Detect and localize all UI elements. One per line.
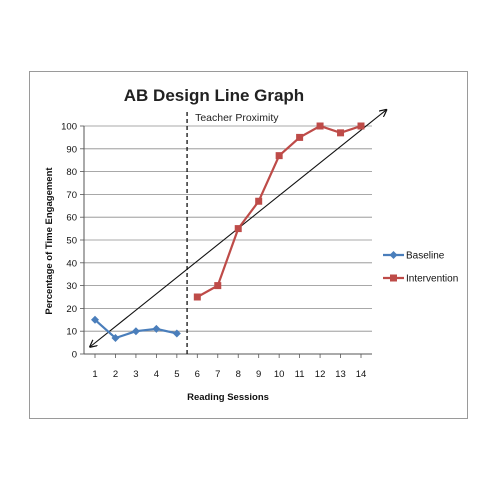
y-tick-label: 20	[66, 304, 77, 315]
data-point	[357, 122, 365, 130]
x-tick-label: 2	[113, 369, 118, 380]
x-tick-label: 10	[274, 369, 285, 380]
legend-marker	[390, 274, 397, 282]
data-point	[234, 225, 242, 233]
y-tick-label: 80	[66, 167, 77, 178]
legend-item: Intervention	[383, 274, 458, 285]
x-tick-label: 11	[295, 369, 305, 380]
data-point	[131, 327, 140, 336]
data-point	[296, 133, 304, 141]
series-baseline	[91, 315, 181, 343]
y-tick-label: 10	[66, 327, 77, 338]
x-tick-label: 13	[335, 369, 346, 380]
y-tick-label: 90	[66, 144, 77, 155]
data-point	[152, 324, 161, 333]
legend-label: Baseline	[406, 251, 445, 262]
data-point	[91, 315, 99, 324]
y-axis-label: Percentage of Time Engagement	[44, 167, 55, 315]
y-tick-label: 0	[72, 350, 77, 361]
y-tick-labels: 0 10 20 30 40 50 60 70 80 90 100	[61, 122, 77, 361]
y-tick-label: 70	[66, 190, 77, 201]
x-tick-label: 7	[215, 369, 220, 380]
chart-title: AB Design Line Graph	[124, 86, 304, 105]
x-tick-label: 1	[92, 369, 97, 380]
x-tick-label: 14	[356, 369, 367, 380]
x-axis-label: Reading Sessions	[187, 392, 269, 403]
y-tick-label: 100	[61, 122, 77, 133]
y-tick-label: 40	[66, 258, 77, 269]
data-point	[214, 282, 222, 290]
phase-label: Teacher Proximity	[195, 112, 279, 124]
data-point	[172, 329, 181, 338]
x-tick-label: 6	[195, 369, 200, 380]
data-point	[275, 152, 283, 160]
data-point	[337, 129, 345, 137]
legend: Baseline Intervention	[383, 251, 458, 285]
data-point	[316, 122, 324, 130]
data-point	[255, 197, 263, 205]
data-point	[193, 293, 201, 301]
x-tick-label: 8	[236, 369, 241, 380]
series-intervention	[193, 122, 365, 301]
x-tick-label: 5	[174, 369, 179, 380]
axes	[83, 126, 372, 355]
y-tick-label: 60	[66, 213, 77, 224]
data-point	[111, 334, 120, 343]
legend-item: Baseline	[383, 251, 445, 262]
series-layer	[91, 122, 365, 343]
y-tick-label: 30	[66, 281, 77, 292]
x-tick-labels: 1 2 3 4 5 6 7 8 9 10 11 12 13 14	[92, 354, 366, 380]
series-line	[196, 124, 362, 298]
x-tick-label: 9	[256, 369, 261, 380]
legend-label: Intervention	[406, 274, 458, 285]
x-tick-label: 12	[315, 369, 326, 380]
x-tick-label: 3	[133, 369, 138, 380]
x-tick-label: 4	[154, 369, 159, 380]
legend-marker	[389, 251, 398, 259]
y-tick-label: 50	[66, 236, 77, 247]
